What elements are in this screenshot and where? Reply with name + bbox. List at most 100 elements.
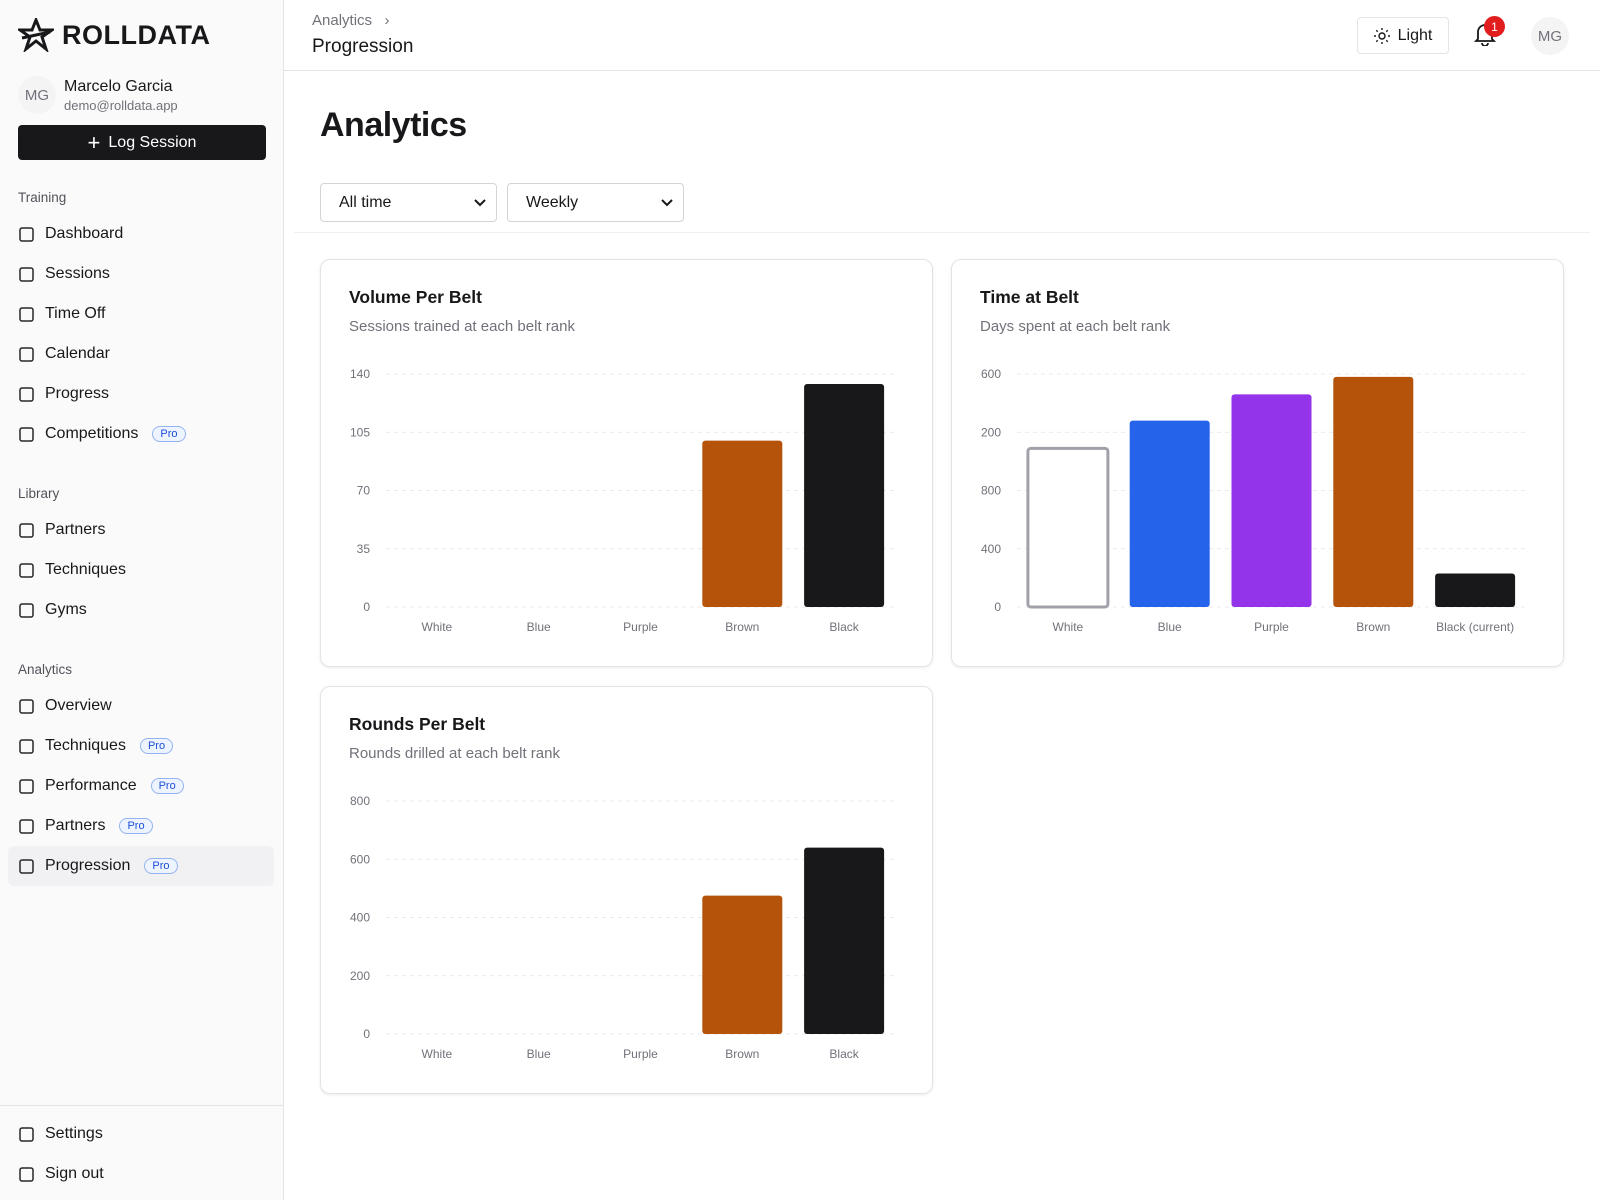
header-avatar[interactable]: MG xyxy=(1531,17,1569,55)
nav-section: Library Partners Techniques Gyms xyxy=(8,476,274,630)
bar xyxy=(1333,376,1414,607)
user-avatar: MG xyxy=(18,76,56,114)
nav-item[interactable]: Calendar xyxy=(8,334,274,374)
nav-item[interactable]: Sessions xyxy=(8,254,274,294)
nav-label: Competitions xyxy=(45,425,139,442)
nav-label: Progression xyxy=(45,857,131,874)
bar xyxy=(702,440,783,607)
nav-item[interactable]: Overview xyxy=(8,686,274,726)
nav-item[interactable]: Techniques xyxy=(8,550,274,590)
breadcrumb[interactable]: Analytics › xyxy=(312,12,390,29)
icon-shape xyxy=(19,386,34,402)
header-title: Progression xyxy=(312,36,414,57)
nav-item[interactable]: Dashboard xyxy=(8,214,274,254)
nav-item[interactable]: Time Off xyxy=(8,294,274,334)
nav-item[interactable]: Progress xyxy=(8,374,274,414)
chart-card: Time at Belt Days spent at each belt rank… xyxy=(951,259,1564,667)
nav-icon xyxy=(19,698,34,714)
y-tick-label: 140 xyxy=(350,367,370,381)
icon-shape xyxy=(19,522,34,538)
filter-select[interactable]: Weekly xyxy=(507,183,684,222)
nav-label: Calendar xyxy=(45,345,110,362)
logo-icon xyxy=(18,18,54,52)
user-email: demo@rolldata.app xyxy=(64,97,178,113)
x-tick-label: Brown xyxy=(725,620,759,634)
brand: ROLLDATA xyxy=(62,19,211,50)
chart-title: Time at Belt xyxy=(980,287,1079,307)
y-tick-label: 800 xyxy=(350,794,370,808)
nav-item[interactable]: Gyms xyxy=(8,590,274,630)
nav-item[interactable]: Competitions Pro xyxy=(8,414,274,454)
pro-badge: Pro xyxy=(150,778,184,794)
nav-label: Performance xyxy=(45,777,137,794)
chart-title: Rounds Per Belt xyxy=(349,714,485,734)
nav-icon xyxy=(19,738,34,754)
divider xyxy=(294,232,1590,233)
nav-item[interactable]: Partners xyxy=(8,510,274,550)
chart-subtitle: Sessions trained at each belt rank xyxy=(349,318,575,335)
nav-section: Training Dashboard Sessions Time Off Calenda… xyxy=(8,180,274,454)
footer-nav: Settings Sign out xyxy=(8,1105,274,1194)
nav-item[interactable]: Progression Pro xyxy=(8,846,274,886)
nav-icon xyxy=(19,818,34,834)
y-tick-label: 0 xyxy=(363,1027,370,1041)
x-tick-label: Black xyxy=(829,1047,859,1061)
chevron xyxy=(661,198,673,206)
x-tick-label: Blue xyxy=(527,1047,551,1061)
x-tick-label: White xyxy=(422,1047,453,1061)
icon-shape xyxy=(19,738,34,754)
nav-item[interactable]: Techniques Pro xyxy=(8,726,274,766)
nav-label: Gyms xyxy=(45,601,87,618)
nav-label: Partners xyxy=(45,817,106,834)
bar xyxy=(804,383,885,607)
x-tick-label: White xyxy=(1053,620,1084,634)
chart-subtitle: Rounds drilled at each belt rank xyxy=(349,745,560,762)
logo[interactable]: ROLLDATA xyxy=(18,18,210,52)
bar xyxy=(1231,394,1312,607)
filter-value: All time xyxy=(339,193,392,211)
nav-icon xyxy=(19,1166,34,1182)
theme-label: Light xyxy=(1397,26,1433,44)
sidebar: ROLLDATA MG Marcelo Garcia demo@rolldata… xyxy=(0,0,284,1200)
y-tick-label: 200 xyxy=(981,425,1001,439)
y-tick-label: 400 xyxy=(350,911,370,925)
filter-select[interactable]: All time xyxy=(320,183,497,222)
theme-toggle[interactable]: Light xyxy=(1357,17,1449,54)
icon-shape xyxy=(19,562,34,578)
page-title: Analytics xyxy=(320,106,467,144)
breadcrumb-link[interactable]: Analytics xyxy=(312,12,373,29)
filter-value: Weekly xyxy=(526,193,579,211)
nav-label: Sign out xyxy=(45,1165,104,1182)
chart-title: Volume Per Belt xyxy=(349,287,482,307)
nav-icon xyxy=(19,386,34,402)
nav-label: Time Off xyxy=(45,305,106,322)
nav-item[interactable]: Performance Pro xyxy=(8,766,274,806)
notification-badge: 1 xyxy=(1484,16,1505,37)
pro-badge: Pro xyxy=(119,818,153,834)
nav-heading: Analytics xyxy=(18,661,73,677)
x-tick-label: Black (current) xyxy=(1436,620,1514,634)
log-session-button[interactable]: + Log Session xyxy=(18,125,266,160)
y-tick-label: 70 xyxy=(357,484,371,498)
nav-item[interactable]: Settings xyxy=(8,1114,274,1154)
nav-icon xyxy=(19,858,34,874)
y-tick-label: 800 xyxy=(981,484,1001,498)
icon-shape xyxy=(19,426,34,442)
nav-label: Partners xyxy=(45,521,106,538)
icon-shape xyxy=(19,778,34,794)
nav-icon xyxy=(19,346,34,362)
user-name: Marcelo Garcia xyxy=(64,77,173,95)
y-tick-label: 0 xyxy=(363,600,370,614)
nav-label: Dashboard xyxy=(45,225,124,242)
nav-icon xyxy=(19,1126,34,1142)
nav: Training Dashboard Sessions Time Off Calenda… xyxy=(8,180,274,908)
nav-icon xyxy=(19,778,34,794)
nav-item[interactable]: Partners Pro xyxy=(8,806,274,846)
nav-heading: Training xyxy=(18,189,67,205)
icon-shape xyxy=(19,266,34,282)
chart-subtitle: Days spent at each belt rank xyxy=(980,318,1171,335)
y-tick-label: 0 xyxy=(994,600,1001,614)
icon-shape xyxy=(19,602,34,618)
bar xyxy=(1129,420,1210,607)
nav-item[interactable]: Sign out xyxy=(8,1154,274,1194)
